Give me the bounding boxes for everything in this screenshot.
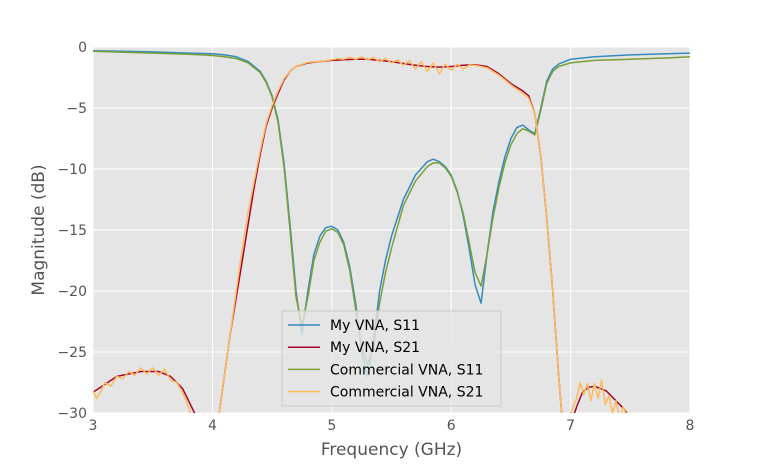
y-tick-label: −30 [57, 406, 87, 422]
y-tick-label: −5 [66, 101, 87, 117]
x-tick-label: 7 [566, 418, 575, 434]
y-tick-label: −20 [57, 284, 87, 300]
x-tick-label: 8 [686, 418, 695, 434]
series-line-2 [93, 50, 690, 365]
legend: My VNA, S11 My VNA, S21 Commercial VNA, S1… [281, 310, 502, 407]
x-tick-label: 5 [327, 418, 336, 434]
legend-entry: Commercial VNA, S21 [330, 385, 483, 401]
y-tick-label: −10 [57, 162, 87, 178]
tick-labels: 3 4 5 6 7 8 0 −5 −10 −15 −20 −25 −30 [57, 40, 694, 434]
legend-entry: Commercial VNA, S11 [330, 362, 483, 378]
series-line-3 [93, 56, 627, 413]
series-group [93, 49, 690, 413]
y-axis-label: Magnitude (dB) [29, 164, 49, 295]
legend-box [281, 310, 502, 407]
x-tick-label: 4 [208, 418, 217, 434]
x-tick-label: 3 [89, 418, 98, 434]
x-axis-label: Frequency (GHz) [321, 440, 462, 460]
y-tick-label: −25 [57, 345, 87, 361]
legend-entry: My VNA, S11 [330, 318, 420, 334]
grid-lines [92, 46, 691, 414]
y-tick-label: −15 [57, 223, 87, 239]
y-tick-label: 0 [78, 40, 87, 56]
legend-entry: My VNA, S21 [330, 340, 420, 356]
x-tick-label: 6 [447, 418, 456, 434]
